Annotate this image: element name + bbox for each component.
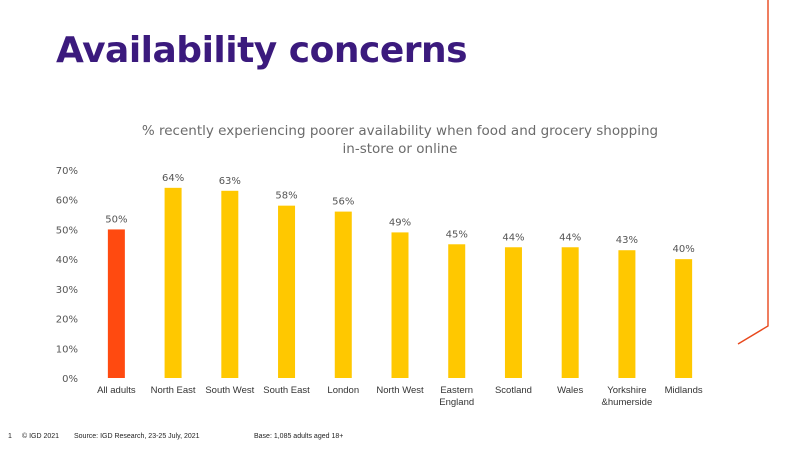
- data-label: 44%: [502, 232, 524, 243]
- data-label: 43%: [616, 235, 638, 246]
- bar: [448, 244, 466, 378]
- x-tick-label: Eastern: [440, 385, 473, 396]
- chart-title-line-2: in-store or online: [342, 141, 458, 157]
- x-tick-label: Yorkshire: [607, 385, 646, 396]
- slide-number: 1: [8, 433, 12, 440]
- y-tick-label: 40%: [56, 255, 78, 266]
- y-tick-label: 20%: [56, 315, 78, 326]
- base-text: Base: 1,085 adults aged 18+: [254, 433, 344, 440]
- bar: [561, 247, 579, 378]
- data-label: 63%: [219, 176, 241, 187]
- accent-line: [737, 0, 769, 345]
- bar: [221, 190, 239, 378]
- chart-title-line-1: % recently experiencing poorer availabil…: [141, 123, 659, 139]
- chart-title: % recently experiencing poorer availabil…: [100, 122, 700, 158]
- x-tick-label: South West: [205, 385, 254, 396]
- bar: [504, 247, 522, 378]
- data-label: 45%: [446, 229, 468, 240]
- y-tick-label: 60%: [56, 196, 78, 207]
- x-tick-label: North West: [376, 385, 424, 396]
- data-label: 58%: [275, 191, 297, 202]
- bar: [675, 259, 693, 378]
- data-label: 50%: [105, 214, 127, 225]
- x-tick-label: South East: [263, 385, 310, 396]
- x-tick-label: Midlands: [665, 385, 703, 396]
- y-tick-label: 70%: [56, 166, 78, 177]
- copyright-text: © IGD 2021: [22, 433, 60, 440]
- data-label: 64%: [162, 173, 184, 184]
- x-tick-label: All adults: [97, 385, 136, 396]
- y-tick-label: 50%: [56, 225, 78, 236]
- data-label: 49%: [389, 217, 411, 228]
- x-tick-label: Wales: [557, 385, 583, 396]
- x-tick-label: Scotland: [495, 385, 532, 396]
- bar: [107, 229, 125, 378]
- bar: [278, 205, 296, 378]
- x-tick-label: England: [439, 397, 474, 408]
- source-text: Source: IGD Research, 23-25 July, 2021: [74, 433, 200, 440]
- x-tick-label: London: [327, 385, 359, 396]
- bar: [334, 211, 352, 378]
- bar: [391, 232, 409, 378]
- x-tick-label: North East: [151, 385, 196, 396]
- x-tick-label: &humerside: [602, 397, 653, 408]
- data-label: 56%: [332, 197, 354, 208]
- bar: [618, 250, 636, 378]
- bar: [164, 187, 182, 378]
- data-label: 44%: [559, 232, 581, 243]
- data-label: 40%: [673, 244, 695, 255]
- y-tick-label: 10%: [56, 344, 78, 355]
- y-tick-label: 30%: [56, 285, 78, 296]
- y-tick-label: 0%: [62, 374, 78, 385]
- slide-title: Availability concerns: [56, 30, 468, 71]
